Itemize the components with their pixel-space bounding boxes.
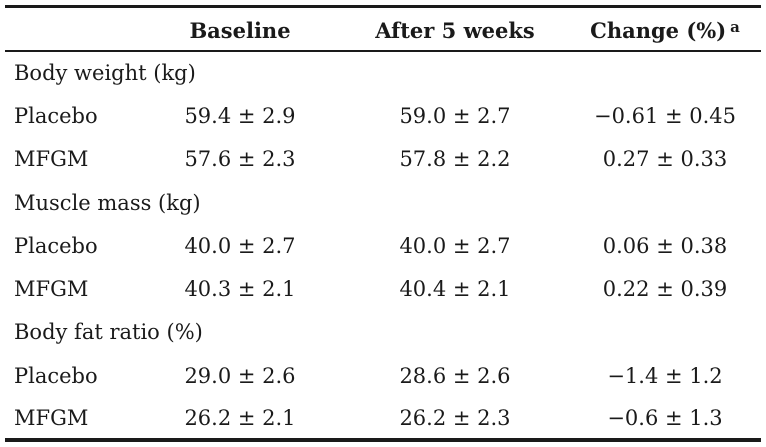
after-value: 59.0 ± 2.7 (399, 104, 511, 128)
section-title-row: Body weight (kg) (5, 52, 761, 95)
header-change-footnote-marker: a (730, 18, 740, 36)
section-title-row: Muscle mass (kg) (5, 182, 761, 225)
table-header-row: Baseline After 5 weeks Change (%) a (5, 8, 761, 50)
group-label: Placebo (14, 234, 98, 258)
header-baseline-text: Baseline (189, 18, 291, 43)
after-value: 40.4 ± 2.1 (399, 277, 511, 301)
header-baseline: Baseline (155, 18, 325, 43)
group-label: MFGM (14, 147, 89, 171)
table-row: Placebo 29.0 ± 2.6 28.6 ± 2.6 −1.4 ± 1.2 (5, 355, 761, 398)
data-table: Baseline After 5 weeks Change (%) a Body … (5, 5, 761, 442)
baseline-value: 40.3 ± 2.1 (184, 277, 296, 301)
table-row: MFGM 40.3 ± 2.1 40.4 ± 2.1 0.22 ± 0.39 (5, 268, 761, 311)
after-value: 28.6 ± 2.6 (399, 364, 511, 388)
header-after-5-weeks: After 5 weeks (355, 18, 555, 43)
change-value: 0.22 ± 0.39 (602, 277, 728, 301)
group-label: MFGM (14, 406, 89, 430)
section-title-row: Body fat ratio (%) (5, 311, 761, 354)
section-title: Body fat ratio (%) (14, 320, 203, 344)
baseline-value: 26.2 ± 2.1 (184, 406, 296, 430)
change-value: −1.4 ± 1.2 (607, 364, 723, 388)
header-after-text: After 5 weeks (375, 18, 535, 43)
table-row: Placebo 59.4 ± 2.9 59.0 ± 2.7 −0.61 ± 0.… (5, 95, 761, 138)
change-value: 0.06 ± 0.38 (602, 234, 728, 258)
group-label: Placebo (14, 364, 98, 388)
table-header-rule (5, 50, 761, 52)
section-title: Body weight (kg) (14, 61, 196, 85)
group-label: Placebo (14, 104, 98, 128)
table-row: MFGM 57.6 ± 2.3 57.8 ± 2.2 0.27 ± 0.33 (5, 138, 761, 181)
baseline-value: 40.0 ± 2.7 (184, 234, 296, 258)
group-label: MFGM (14, 277, 89, 301)
baseline-value: 29.0 ± 2.6 (184, 364, 296, 388)
change-value: 0.27 ± 0.33 (602, 147, 728, 171)
baseline-value: 57.6 ± 2.3 (184, 147, 296, 171)
table-row: MFGM 26.2 ± 2.1 26.2 ± 2.3 −0.6 ± 1.3 (5, 397, 761, 440)
header-change-text: Change (%) (590, 18, 727, 43)
after-value: 26.2 ± 2.3 (399, 406, 511, 430)
table-top-rule (5, 5, 761, 8)
section-title: Muscle mass (kg) (14, 191, 201, 215)
baseline-value: 59.4 ± 2.9 (184, 104, 296, 128)
change-value: −0.61 ± 0.45 (593, 104, 737, 128)
table-bottom-rule (5, 438, 761, 442)
header-change: Change (%) a (575, 18, 755, 43)
table-row: Placebo 40.0 ± 2.7 40.0 ± 2.7 0.06 ± 0.3… (5, 225, 761, 268)
change-value: −0.6 ± 1.3 (607, 406, 723, 430)
after-value: 40.0 ± 2.7 (399, 234, 511, 258)
after-value: 57.8 ± 2.2 (399, 147, 511, 171)
